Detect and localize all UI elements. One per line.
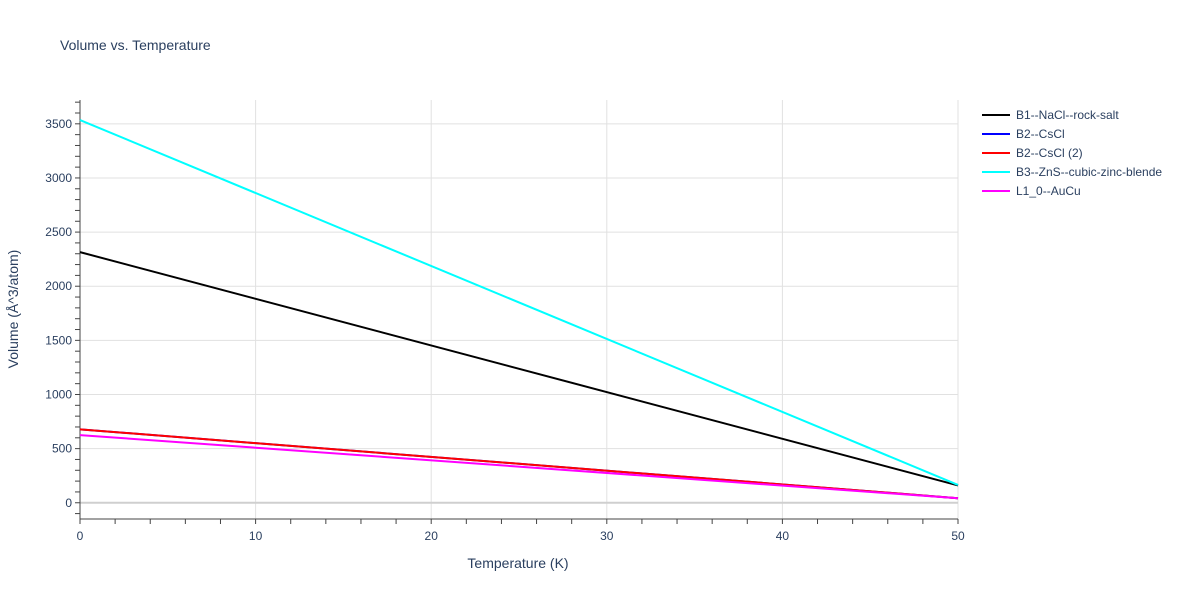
y-tick-label: 3000 xyxy=(45,171,72,185)
chart-title: Volume vs. Temperature xyxy=(60,37,211,53)
series-line xyxy=(79,434,959,500)
legend-label: B2--CsCl (2) xyxy=(1016,146,1083,160)
y-tick-label: 3500 xyxy=(45,117,72,131)
y-tick-label: 0 xyxy=(65,496,72,510)
x-tick-label: 40 xyxy=(776,529,790,543)
x-tick-label: 0 xyxy=(77,529,84,543)
legend-label: B1--NaCl--rock-salt xyxy=(1016,108,1119,122)
x-tick-label: 10 xyxy=(249,529,263,543)
series-line xyxy=(79,119,959,486)
legend[interactable]: B1--NaCl--rock-salt B2--CsCl B2--CsCl (2) B… xyxy=(982,108,1162,198)
x-axis-title: Temperature (K) xyxy=(467,555,568,571)
y-tick-label: 1000 xyxy=(45,387,72,401)
y-tick-label: 500 xyxy=(52,442,72,456)
legend-label: B2--CsCl xyxy=(1016,127,1065,141)
y-tick-label: 1500 xyxy=(45,333,72,347)
legend-label: L1_0--AuCu xyxy=(1016,184,1081,198)
series-line xyxy=(79,251,959,487)
legend-item[interactable]: B2--CsCl xyxy=(982,127,1065,141)
series-lines xyxy=(79,119,959,500)
legend-item[interactable]: B3--ZnS--cubic-zinc-blende xyxy=(982,165,1162,179)
legend-item[interactable]: B2--CsCl (2) xyxy=(982,146,1083,160)
legend-item[interactable]: L1_0--AuCu xyxy=(982,184,1081,198)
grid-lines xyxy=(80,100,959,519)
y-tick-label: 2000 xyxy=(45,279,72,293)
legend-item[interactable]: B1--NaCl--rock-salt xyxy=(982,108,1119,122)
x-tick-label: 30 xyxy=(600,529,614,543)
x-tick-label: 50 xyxy=(951,529,965,543)
y-axis-title: Volume (Å^3/atom) xyxy=(5,250,21,369)
legend-label: B3--ZnS--cubic-zinc-blende xyxy=(1016,165,1162,179)
x-tick-label: 20 xyxy=(425,529,439,543)
y-tick-label: 2500 xyxy=(45,225,72,239)
